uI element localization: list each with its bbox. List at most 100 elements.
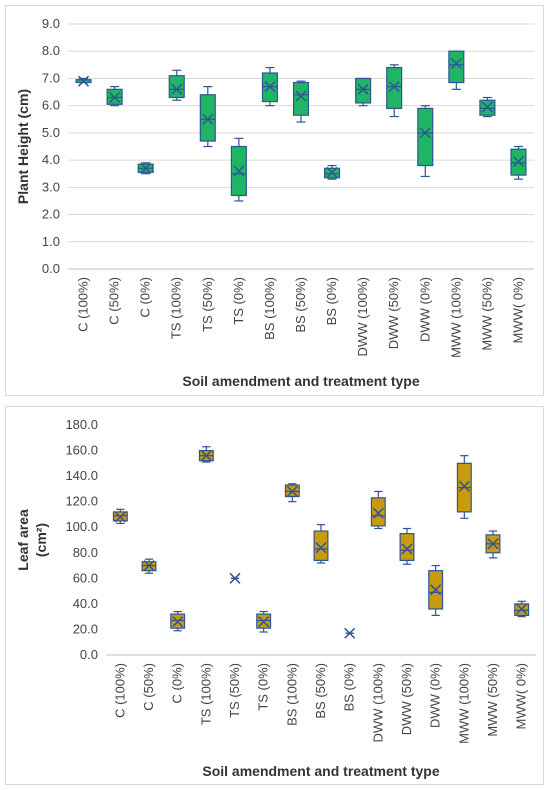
y-tick-label: 60.0 <box>73 570 98 585</box>
x-tick-label: MWW (100%) <box>448 277 463 358</box>
box-4 <box>168 69 185 101</box>
y-axis-unit: (cm²) <box>33 523 49 557</box>
mean-marker <box>114 511 126 523</box>
x-tick-label: C (50%) <box>107 277 122 325</box>
box-5 <box>199 86 216 148</box>
mean-marker <box>516 603 528 615</box>
mean-marker <box>286 485 298 497</box>
x-tick-label: DWW (100%) <box>370 663 385 742</box>
mean-marker <box>458 480 470 492</box>
mean-marker <box>430 584 442 596</box>
box-5 <box>229 572 241 584</box>
mean-marker <box>202 113 214 125</box>
x-tick-label: TS (100%) <box>169 277 184 339</box>
x-tick-label: MWW (50%) <box>485 663 500 737</box>
box-13 <box>448 50 465 90</box>
mean-marker <box>487 538 499 550</box>
box-10 <box>355 77 372 107</box>
x-tick-label: C (0%) <box>170 663 185 703</box>
x-tick-label: MWW (100%) <box>456 663 471 744</box>
x-tick-label: BS (0%) <box>342 663 357 711</box>
x-tick-label: DWW (0%) <box>417 277 432 342</box>
mean-marker <box>233 165 245 177</box>
box-9 <box>324 164 341 180</box>
x-tick-label: C (100%) <box>76 277 91 332</box>
box-15 <box>510 145 527 180</box>
box-7 <box>284 483 300 503</box>
y-tick-label: 120.0 <box>65 494 98 509</box>
x-tick-label: DWW (100%) <box>355 277 370 356</box>
mean-marker <box>229 572 241 584</box>
x-tick-label: TS (50%) <box>227 663 242 718</box>
box-12 <box>428 564 444 616</box>
mean-marker <box>140 162 152 174</box>
x-tick-label: DWW (50%) <box>399 663 414 735</box>
iqr-box <box>313 530 329 562</box>
y-tick-label: 140.0 <box>65 468 98 483</box>
box-7 <box>261 66 278 107</box>
mean-marker <box>200 450 212 462</box>
y-tick-label: 0.0 <box>42 261 60 276</box>
iqr-box <box>168 75 185 99</box>
x-tick-label: BS (0%) <box>324 277 339 325</box>
iqr-box <box>399 533 415 562</box>
x-tick-label: DWW (50%) <box>386 277 401 349</box>
y-tick-label: 160.0 <box>65 443 98 458</box>
mean-marker <box>512 155 524 168</box>
box-12 <box>417 105 434 178</box>
y-tick-label: 0.0 <box>80 647 98 662</box>
box-6 <box>230 137 247 202</box>
plant-height-chart: 0.0 1.0 2.0 3.0 4.0 5.0 6.0 7.0 8.0 9.0 C (100%) C … <box>15 16 534 389</box>
box-11 <box>386 64 403 118</box>
box-6 <box>256 610 272 633</box>
y-tick-label: 5.0 <box>42 125 60 140</box>
mean-marker <box>264 81 276 93</box>
box-11 <box>399 527 415 565</box>
mean-marker <box>171 83 183 95</box>
x-tick-label: TS (100%) <box>198 663 213 725</box>
mean-marker <box>357 83 369 95</box>
box-15 <box>514 600 530 618</box>
y-tick-label: 3.0 <box>42 179 60 194</box>
iqr-box <box>355 77 372 104</box>
leaf-area-chart-panel: 0.0 20.0 40.0 60.0 80.0 100.0 120.0 140.0 160.0 1… <box>5 406 544 785</box>
x-tick-label: BS (50%) <box>293 277 308 333</box>
y-tick-label: 7.0 <box>42 70 60 85</box>
y-axis-title: Leaf area <box>15 509 31 571</box>
iqr-box <box>417 107 434 167</box>
y-tick-label: 80.0 <box>73 545 98 560</box>
y-tick-label: 9.0 <box>42 16 60 31</box>
y-tick-label: 6.0 <box>42 98 60 113</box>
mean-marker <box>78 75 90 87</box>
box-8 <box>313 524 329 564</box>
y-tick-label: 4.0 <box>42 152 60 167</box>
iqr-box <box>370 497 386 527</box>
y-tick-label: 8.0 <box>42 43 60 58</box>
mean-marker <box>372 507 384 519</box>
box-2 <box>106 86 123 107</box>
y-tick-label: 40.0 <box>73 596 98 611</box>
x-tick-label: MWW( 0%) <box>514 663 529 729</box>
mean-marker <box>326 166 338 178</box>
box-10 <box>370 490 386 530</box>
box-14 <box>485 530 501 559</box>
leaf-area-chart: 0.0 20.0 40.0 60.0 80.0 100.0 120.0 140.0 160.0 1… <box>15 417 536 779</box>
iqr-box <box>199 94 216 142</box>
box-13 <box>456 455 472 519</box>
x-tick-label: MWW (50%) <box>479 277 494 351</box>
mean-marker <box>172 616 184 628</box>
mean-marker <box>109 91 121 104</box>
mean-marker <box>295 90 307 102</box>
mean-marker <box>401 543 413 555</box>
mean-marker <box>388 81 400 93</box>
box-8 <box>292 80 310 123</box>
mean-marker <box>258 616 270 628</box>
y-tick-label: 2.0 <box>42 207 60 222</box>
box-14 <box>479 96 496 118</box>
mean-marker <box>419 127 431 139</box>
box-1 <box>75 75 92 87</box>
x-tick-label: C (50%) <box>141 663 156 711</box>
mean-marker <box>344 627 356 639</box>
mean-marker <box>315 542 327 554</box>
x-tick-label: BS (50%) <box>313 663 328 719</box>
